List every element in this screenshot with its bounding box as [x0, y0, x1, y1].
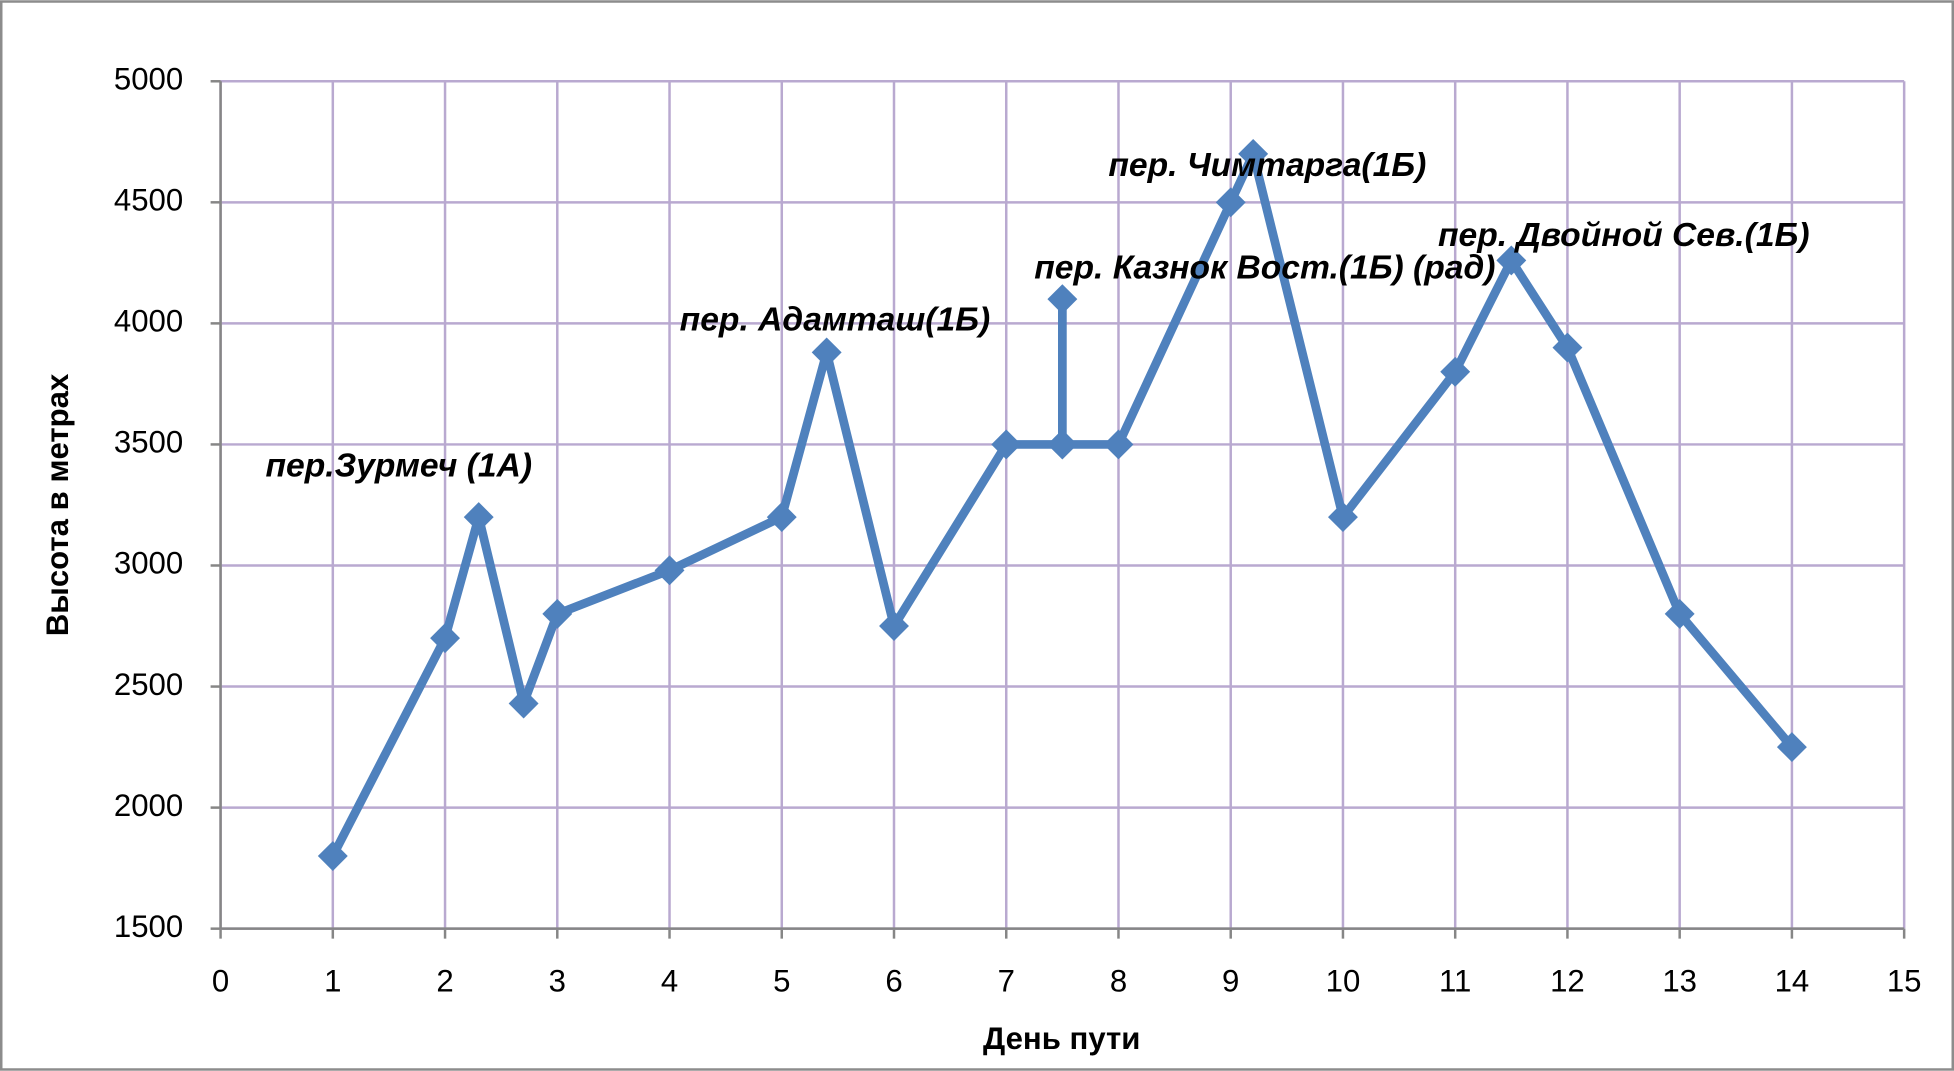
- y-tick-label: 3500: [114, 425, 183, 460]
- marker: [430, 623, 461, 654]
- annotation: пер. Казнок Вост.(1Б) (рад): [1034, 249, 1495, 286]
- line: [328, 149, 1796, 859]
- x-tick-label: 4: [661, 964, 678, 999]
- x-tick-label: 14: [1775, 964, 1810, 999]
- marker: [1103, 429, 1134, 460]
- marker: [1552, 332, 1583, 363]
- marker: [879, 611, 909, 641]
- x-tick-label: 15: [1887, 964, 1922, 999]
- x-tick-label: 6: [885, 964, 902, 999]
- x-tick-label: 9: [1222, 964, 1239, 999]
- annotation: пер. Чимтарга(1Б): [1108, 147, 1426, 184]
- marker: [811, 337, 842, 368]
- marker: [317, 841, 348, 871]
- x-tick-label: 7: [998, 964, 1015, 999]
- marker: [463, 502, 494, 533]
- x-tick-label: 5: [773, 964, 790, 999]
- y-tick-label: 5000: [114, 62, 183, 97]
- marker: [1047, 284, 1078, 315]
- annotation: пер. Двойной Сев.(1Б): [1438, 217, 1810, 254]
- x-tick-label: 11: [1439, 964, 1471, 999]
- x-tick-label: 8: [1110, 964, 1127, 999]
- marker: [766, 502, 797, 533]
- y-tick-label: 3000: [114, 546, 183, 581]
- y-tick-label: 2500: [114, 667, 183, 702]
- marker: [1440, 356, 1471, 387]
- x-tick-label: 13: [1662, 964, 1697, 999]
- marker: [1047, 429, 1078, 460]
- marker: [1776, 732, 1807, 763]
- y-tick-label: 4000: [114, 304, 183, 339]
- x-tick-label: 12: [1550, 964, 1585, 999]
- x-axis-title: День пути: [983, 1021, 1140, 1056]
- marker: [542, 598, 573, 629]
- marker: [1328, 502, 1358, 533]
- marker: [1215, 187, 1246, 218]
- marker: [1238, 138, 1269, 169]
- x-tick-label: 10: [1326, 964, 1361, 999]
- y-tick-label: 2000: [114, 788, 183, 823]
- y-axis-title: Высота в метрах: [40, 373, 75, 636]
- marker: [1664, 598, 1695, 629]
- x-tick-label: 2: [436, 964, 453, 999]
- x-tick-label: 0: [212, 964, 229, 999]
- marker: [1496, 245, 1527, 276]
- x-tick-label: 1: [324, 964, 341, 999]
- y-tick-label: 4500: [114, 183, 183, 218]
- marker: [991, 429, 1022, 460]
- annotation: пер. Адамташ(1Б): [680, 302, 991, 339]
- y-tick-label: 1500: [114, 909, 183, 944]
- x-tick-label: 3: [549, 964, 566, 999]
- marker: [508, 688, 539, 719]
- marker: [654, 555, 685, 586]
- annotation: пер.Зурмеч (1А): [265, 447, 532, 484]
